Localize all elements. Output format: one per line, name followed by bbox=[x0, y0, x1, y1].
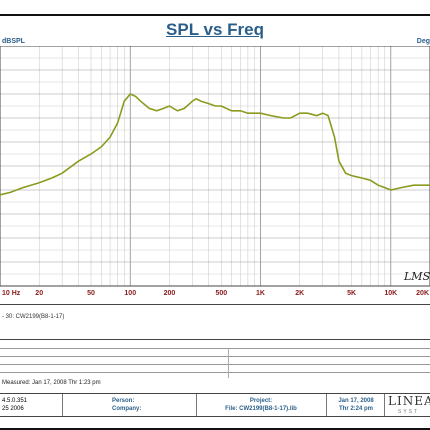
info-separator bbox=[228, 348, 229, 378]
company-label: Company: bbox=[112, 406, 142, 412]
version-date: 25 2006 bbox=[2, 406, 24, 412]
x-tick-label: 2K bbox=[295, 290, 305, 297]
x-tick-label: 100 bbox=[124, 290, 137, 297]
footer-date: Jan 17, 2008 bbox=[338, 398, 374, 404]
footer-separator bbox=[62, 394, 63, 416]
plot-area bbox=[0, 46, 430, 287]
spl-curve bbox=[0, 93, 430, 196]
version-number: 4.5.0.351 bbox=[2, 398, 28, 404]
project-label: Project: bbox=[249, 398, 273, 404]
info-line-1 bbox=[0, 348, 430, 349]
legend-box bbox=[0, 304, 430, 340]
company-logo-sub: SYST bbox=[398, 409, 420, 415]
info-line-3 bbox=[0, 364, 430, 365]
chart-frame bbox=[0, 14, 430, 430]
x-tick-label: 200 bbox=[163, 290, 176, 297]
footer-separator bbox=[384, 394, 385, 416]
x-tick-label: 50 bbox=[87, 290, 95, 297]
project-cell: Project: File: CW2199(B8-1-17).lib bbox=[198, 397, 324, 413]
x-tick-label: 1K bbox=[256, 290, 265, 297]
legend-entry: - 30: CW2199(B8-1-17) bbox=[2, 314, 65, 320]
person-label: Person: bbox=[112, 398, 135, 404]
version-cell: 4.5.0.351 25 2006 bbox=[2, 397, 27, 413]
x-tick-label: 5K bbox=[347, 290, 357, 297]
x-tick-label: 20 bbox=[35, 290, 44, 297]
lms-mark: LMS bbox=[404, 270, 430, 283]
datetime-cell: Jan 17, 2008 Thr 2:24 pm bbox=[330, 397, 382, 413]
y-axis-label: dBSPL bbox=[2, 38, 25, 45]
footer-time: Thr 2:24 pm bbox=[338, 406, 373, 412]
grid bbox=[0, 46, 430, 287]
x-tick-label: 500 bbox=[215, 290, 228, 297]
x-tick-label: 10 Hz bbox=[2, 290, 21, 297]
plot-border bbox=[0, 46, 430, 287]
chart-title: SPL vs Freq bbox=[166, 20, 264, 39]
x-tick-label: 10K bbox=[384, 290, 398, 297]
company-logo: LINEA bbox=[388, 394, 430, 408]
right-axis-label: Deg bbox=[416, 38, 430, 45]
file-name: File: CW2199(B8-1-17).lib bbox=[225, 406, 297, 412]
measured-date: Measured: Jan 17, 2008 Thr 1:23 pm bbox=[2, 380, 101, 386]
footer-bar: 4.5.0.351 25 2006 Person: Company: Proje… bbox=[0, 393, 430, 417]
footer-separator bbox=[196, 394, 197, 416]
footer-separator bbox=[326, 394, 327, 416]
person-company-cell: Person: Company: bbox=[112, 397, 141, 413]
x-tick-label: 20K bbox=[416, 290, 429, 297]
info-line-4 bbox=[0, 372, 430, 373]
info-line-2 bbox=[0, 356, 430, 357]
